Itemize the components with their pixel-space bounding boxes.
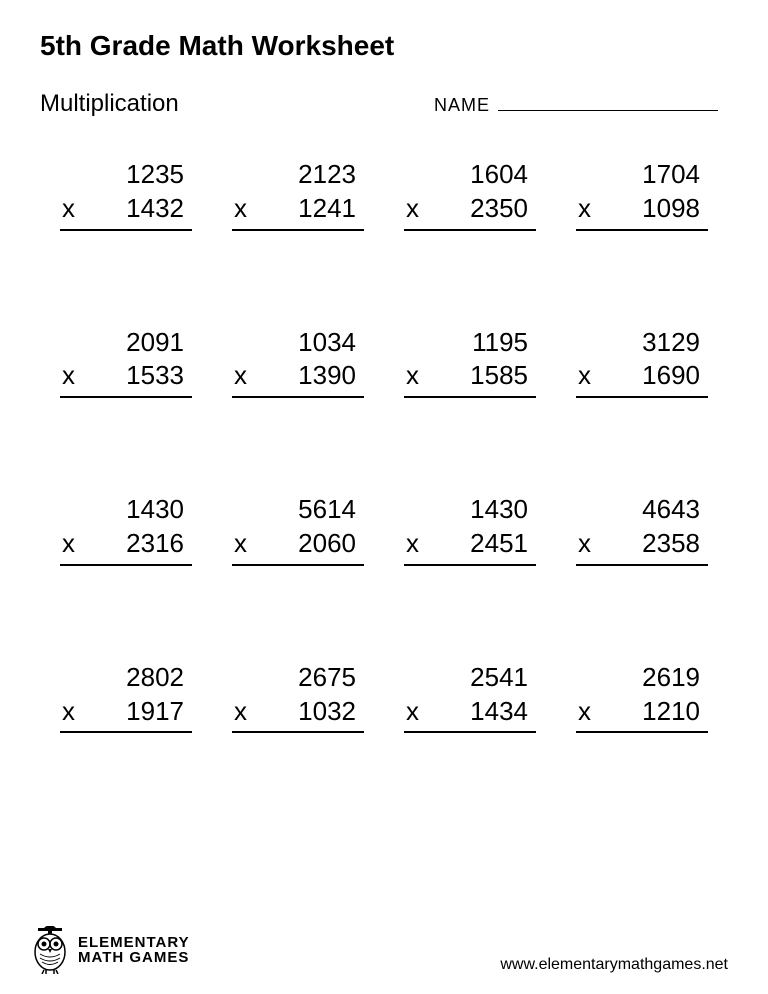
operator: x xyxy=(576,359,591,393)
owl-icon xyxy=(30,926,72,974)
multiplier-row: x 1434 xyxy=(404,695,536,734)
name-label: NAME xyxy=(434,95,490,116)
name-blank-line[interactable] xyxy=(498,93,718,111)
problem-2: 2123x 1241 xyxy=(232,158,364,231)
multiplier: 1241 xyxy=(298,193,356,223)
multiplier: 1917 xyxy=(126,696,184,726)
operator: x xyxy=(404,695,419,729)
multiplier-row: x 1390 xyxy=(232,359,364,398)
multiplicand: 2123 xyxy=(232,158,364,192)
multiplier: 2451 xyxy=(470,528,528,558)
multiplier: 2350 xyxy=(470,193,528,223)
multiplier: 2060 xyxy=(298,528,356,558)
multiplier-row: x 1241 xyxy=(232,192,364,231)
multiplier-row: x 2060 xyxy=(232,527,364,566)
multiplier-row: x 1098 xyxy=(576,192,708,231)
multiplier-row: x 1690 xyxy=(576,359,708,398)
problem-16: 2619x 1210 xyxy=(576,661,708,734)
problem-15: 2541x 1434 xyxy=(404,661,536,734)
problem-6: 1034x 1390 xyxy=(232,326,364,399)
problem-14: 2675x 1032 xyxy=(232,661,364,734)
problem-7: 1195x 1585 xyxy=(404,326,536,399)
problem-13: 2802x 1917 xyxy=(60,661,192,734)
operator: x xyxy=(60,527,75,561)
problem-12: 4643x 2358 xyxy=(576,493,708,566)
logo-text: ELEMENTARY MATH GAMES xyxy=(78,935,190,965)
operator: x xyxy=(232,527,247,561)
name-field: NAME xyxy=(434,93,718,116)
section-title: Multiplication xyxy=(40,90,179,118)
multiplier-row: x 1032 xyxy=(232,695,364,734)
multiplicand: 2675 xyxy=(232,661,364,695)
operator: x xyxy=(576,192,591,226)
multiplier: 1432 xyxy=(126,193,184,223)
problem-9: 1430x 2316 xyxy=(60,493,192,566)
multiplicand: 1704 xyxy=(576,158,708,192)
multiplier-row: x 1210 xyxy=(576,695,708,734)
subheader: Multiplication NAME xyxy=(40,90,728,118)
multiplier: 1585 xyxy=(470,360,528,390)
multiplier-row: x 2451 xyxy=(404,527,536,566)
problem-11: 1430x 2451 xyxy=(404,493,536,566)
multiplicand: 3129 xyxy=(576,326,708,360)
multiplicand: 5614 xyxy=(232,493,364,527)
multiplier: 1098 xyxy=(642,193,700,223)
website-url: www.elementarymathgames.net xyxy=(500,956,728,974)
logo-line2: MATH GAMES xyxy=(78,950,190,965)
multiplicand: 4643 xyxy=(576,493,708,527)
multiplicand: 2091 xyxy=(60,326,192,360)
multiplier-row: x 2358 xyxy=(576,527,708,566)
operator: x xyxy=(576,695,591,729)
brand-logo: ELEMENTARY MATH GAMES xyxy=(30,926,190,974)
multiplier-row: x 2350 xyxy=(404,192,536,231)
operator: x xyxy=(232,695,247,729)
page-title: 5th Grade Math Worksheet xyxy=(40,30,728,62)
multiplicand: 1430 xyxy=(60,493,192,527)
multiplicand: 1430 xyxy=(404,493,536,527)
multiplicand: 2541 xyxy=(404,661,536,695)
operator: x xyxy=(232,192,247,226)
problem-4: 1704x 1098 xyxy=(576,158,708,231)
multiplier-row: x 2316 xyxy=(60,527,192,566)
multiplier-row: x 1917 xyxy=(60,695,192,734)
operator: x xyxy=(404,359,419,393)
problem-10: 5614x 2060 xyxy=(232,493,364,566)
problem-8: 3129x 1690 xyxy=(576,326,708,399)
multiplicand: 1195 xyxy=(404,326,536,360)
multiplicand: 2802 xyxy=(60,661,192,695)
multiplicand: 1235 xyxy=(60,158,192,192)
operator: x xyxy=(404,527,419,561)
footer: ELEMENTARY MATH GAMES www.elementarymath… xyxy=(30,926,728,974)
problem-5: 2091x 1533 xyxy=(60,326,192,399)
operator: x xyxy=(60,695,75,729)
multiplier: 2316 xyxy=(126,528,184,558)
operator: x xyxy=(60,192,75,226)
multiplicand: 2619 xyxy=(576,661,708,695)
multiplier-row: x 1432 xyxy=(60,192,192,231)
operator: x xyxy=(60,359,75,393)
problem-1: 1235x 1432 xyxy=(60,158,192,231)
multiplicand: 1034 xyxy=(232,326,364,360)
multiplier: 1533 xyxy=(126,360,184,390)
multiplicand: 1604 xyxy=(404,158,536,192)
multiplier-row: x 1585 xyxy=(404,359,536,398)
multiplier: 1690 xyxy=(642,360,700,390)
problem-3: 1604x 2350 xyxy=(404,158,536,231)
operator: x xyxy=(404,192,419,226)
multiplier: 1434 xyxy=(470,696,528,726)
operator: x xyxy=(232,359,247,393)
multiplier: 2358 xyxy=(642,528,700,558)
multiplier-row: x 1533 xyxy=(60,359,192,398)
multiplier: 1210 xyxy=(642,696,700,726)
logo-line1: ELEMENTARY xyxy=(78,935,190,950)
multiplier: 1390 xyxy=(298,360,356,390)
operator: x xyxy=(576,527,591,561)
problems-grid: 1235x 14322123x 12411604x 23501704x 1098… xyxy=(40,158,728,733)
multiplier: 1032 xyxy=(298,696,356,726)
